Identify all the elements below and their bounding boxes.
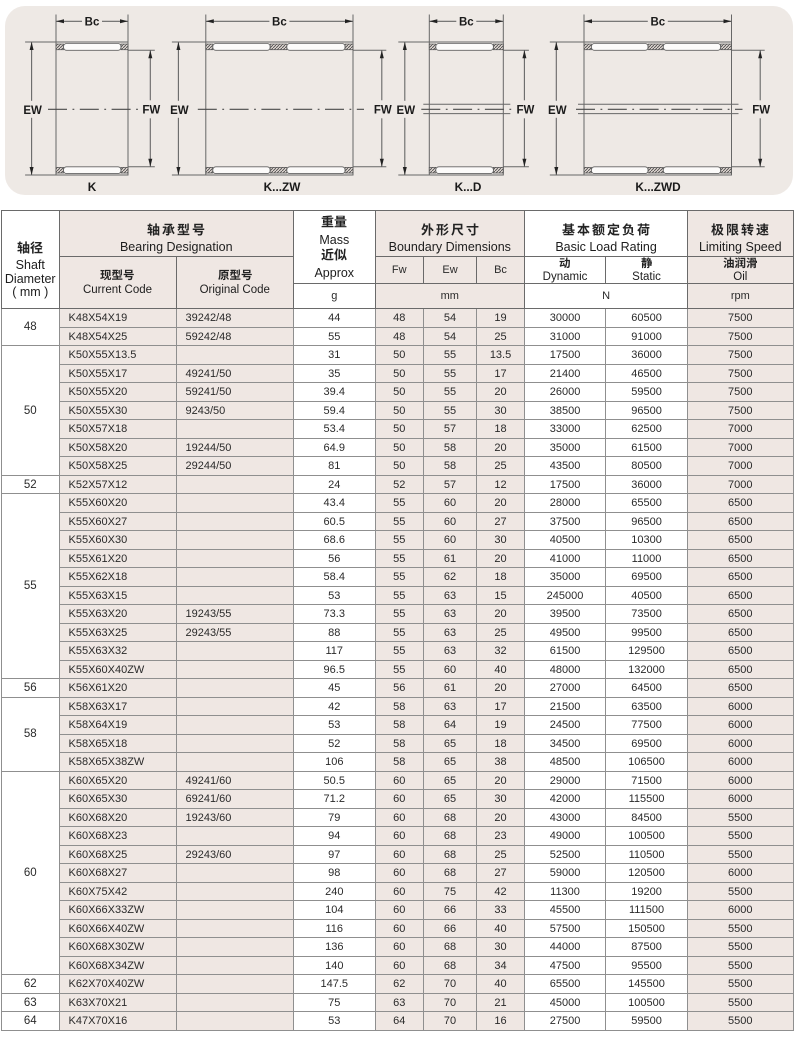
svg-text:FW: FW [374,104,392,116]
svg-text:EW: EW [170,105,189,117]
svg-text:Bc: Bc [85,17,100,29]
svg-text:Bc: Bc [459,17,474,29]
svg-text:K: K [88,180,97,194]
svg-text:EW: EW [548,105,567,117]
svg-text:FW: FW [516,104,534,116]
svg-text:K...ZW: K...ZW [264,180,302,194]
svg-text:EW: EW [23,105,42,117]
svg-text:EW: EW [397,105,416,117]
svg-text:FW: FW [142,104,160,116]
svg-text:K...ZWD: K...ZWD [635,180,681,194]
svg-text:K...D: K...D [455,180,482,194]
svg-text:FW: FW [752,104,770,116]
svg-text:Bc: Bc [272,17,287,29]
svg-text:Bc: Bc [650,17,665,29]
